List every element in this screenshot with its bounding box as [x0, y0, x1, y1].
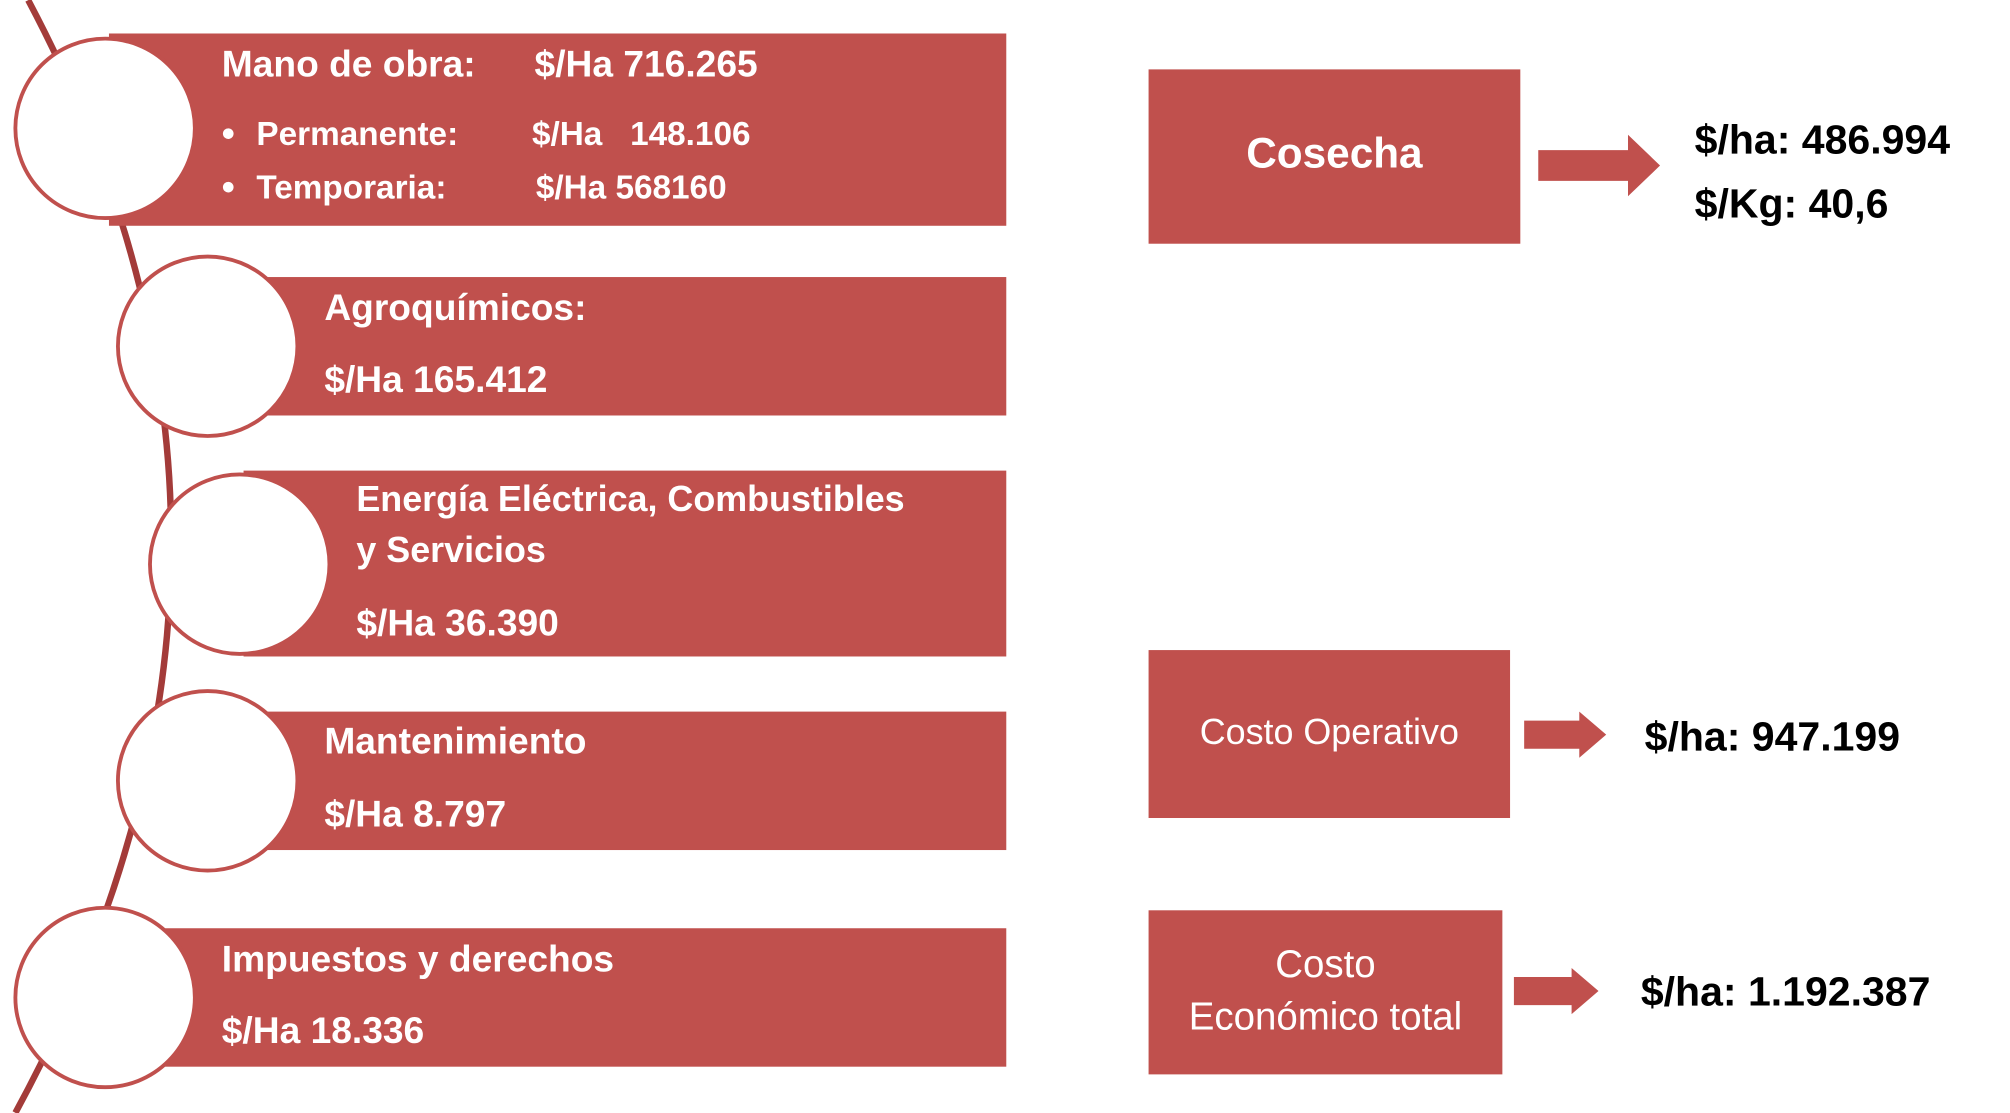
bullet: • — [222, 166, 235, 208]
item-box — [211, 711, 1007, 851]
item-title: Mano de obra: — [222, 43, 476, 85]
arrow — [1538, 134, 1661, 197]
bullet-label: Permanente: — [256, 116, 458, 153]
item-box — [108, 33, 1007, 226]
item-box — [243, 470, 1007, 657]
item-circle — [13, 36, 197, 221]
result-label: Cosecha — [1246, 130, 1423, 177]
item-box — [211, 277, 1007, 416]
item-value: $/Ha 36.390 — [356, 602, 558, 644]
arrow — [1513, 967, 1599, 1015]
result-box — [1148, 910, 1503, 1075]
item-title: Energía Eléctrica, Combustibles — [356, 479, 904, 519]
result-value: $/ha: 1.192.387 — [1641, 969, 1931, 1015]
item-value: $/Ha 165.412 — [324, 358, 547, 400]
item-title: Agroquímicos: — [324, 286, 586, 328]
item-circle — [116, 689, 300, 873]
item-value: $/Ha 716.265 — [535, 43, 758, 85]
arrow — [1524, 711, 1607, 758]
bullet-label: Temporaria: — [256, 170, 446, 207]
result-value: $/ha: 947.199 — [1645, 714, 1900, 760]
result-value: $/Kg: 40,6 — [1695, 180, 1889, 226]
item-circle — [116, 254, 300, 438]
result-box — [1148, 69, 1521, 244]
result-label: Costo Operativo — [1200, 712, 1459, 752]
result-value: $/ha: 486.994 — [1695, 116, 1951, 162]
item-circle — [13, 905, 197, 1090]
item-value: $/Ha 8.797 — [324, 793, 506, 835]
bullet: • — [222, 112, 235, 154]
bullet-value: $/Ha 568160 — [536, 170, 727, 207]
result-box — [1148, 650, 1511, 819]
item-circle — [148, 472, 332, 656]
bullet-value: $/Ha 148.106 — [532, 116, 751, 153]
result-label: Económico total — [1189, 995, 1462, 1038]
item-box — [108, 928, 1007, 1067]
item-title: y Servicios — [356, 530, 545, 570]
item-title: Impuestos y derechos — [222, 937, 614, 979]
item-title: Mantenimiento — [324, 719, 586, 761]
result-label: Costo — [1275, 943, 1375, 986]
item-value: $/Ha 18.336 — [222, 1009, 424, 1051]
